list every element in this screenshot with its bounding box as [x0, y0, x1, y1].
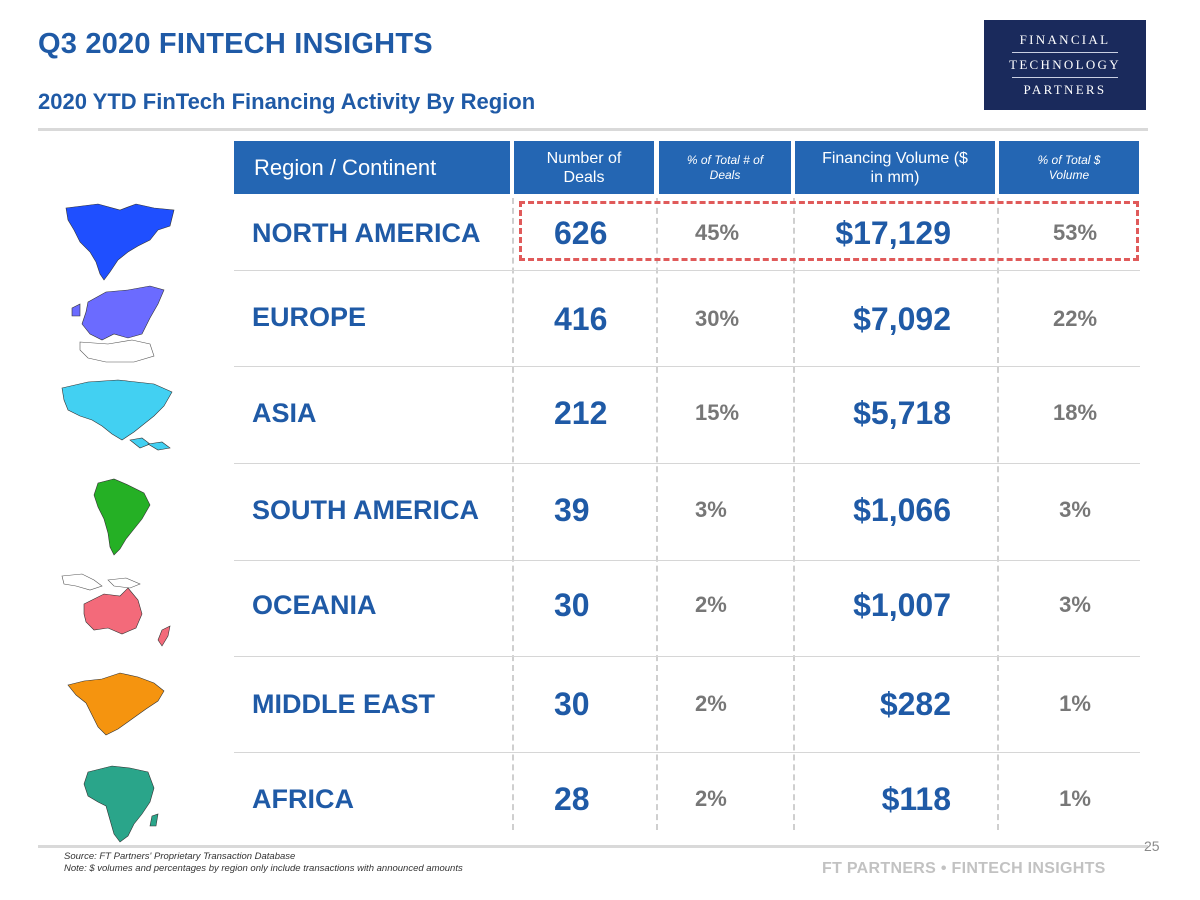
table-row: NORTH AMERICA 626 45% $17,129 53% [0, 198, 1200, 294]
logo-line-2: TECHNOLOGY [1009, 57, 1121, 72]
note-line: Note: $ volumes and percentages by regio… [64, 863, 463, 874]
logo-line-3: PARTNERS [1023, 82, 1107, 97]
pct-of-deals: 45% [695, 220, 740, 245]
financing-volume: $118 [881, 780, 951, 817]
europe-map-icon [58, 282, 178, 366]
logo-line-1: FINANCIAL [1019, 32, 1111, 47]
pct-of-volume: 22% [1052, 306, 1098, 331]
table-row: AFRICA 28 2% $118 1% [0, 764, 1200, 860]
page-title: Q3 2020 FINTECH INSIGHTS [38, 28, 433, 60]
africa-map-icon [58, 762, 178, 846]
footer-divider [38, 845, 1148, 848]
north-america-map-icon [58, 200, 178, 284]
table-row: ASIA 212 15% $5,718 18% [0, 378, 1200, 474]
financing-volume: $17,129 [835, 214, 951, 251]
asia-map-icon [58, 378, 178, 462]
pct-of-volume: 3% [1059, 592, 1091, 617]
source-note: Source: FT Partners' Proprietary Transac… [64, 851, 463, 875]
pct-of-deals: 30% [695, 306, 740, 331]
number-of-deals: 416 [554, 300, 608, 337]
row-divider [234, 366, 1140, 367]
column-divider [793, 198, 795, 830]
financing-volume: $7,092 [853, 300, 951, 337]
column-divider [512, 198, 514, 830]
column-header-pct-deals: % of Total # of Deals [659, 141, 791, 194]
ft-partners-logo: FINANCIAL TECHNOLOGY PARTNERS [984, 20, 1146, 110]
column-divider [656, 198, 658, 830]
row-divider [234, 270, 1140, 271]
financing-volume: $1,007 [853, 586, 951, 623]
page-subtitle: 2020 YTD FinTech Financing Activity By R… [38, 89, 536, 114]
pct-of-volume: 53% [1052, 220, 1098, 245]
region-name: MIDDLE EAST [252, 688, 436, 719]
pct-of-volume: 3% [1059, 497, 1091, 522]
column-header-pct-volume: % of Total $ Volume [999, 141, 1139, 194]
number-of-deals: 212 [554, 394, 608, 431]
pct-of-volume: 1% [1059, 691, 1091, 716]
financing-volume: $5,718 [853, 394, 951, 431]
table-row: OCEANIA 30 2% $1,007 3% [0, 570, 1200, 666]
region-name: ASIA [252, 397, 317, 428]
number-of-deals: 30 [554, 586, 590, 623]
column-header-region: Region / Continent [234, 141, 510, 194]
region-name: EUROPE [252, 301, 367, 332]
region-name: AFRICA [252, 783, 354, 814]
pct-of-volume: 18% [1052, 400, 1098, 425]
middle-east-map-icon [58, 669, 178, 753]
column-header-financing-volume: Financing Volume ($ in mm) [795, 141, 995, 194]
region-name: OCEANIA [252, 589, 377, 620]
pct-of-deals: 2% [695, 592, 727, 617]
logo-divider [1012, 52, 1118, 53]
table-row: EUROPE 416 30% $7,092 22% [0, 282, 1200, 378]
number-of-deals: 626 [554, 214, 608, 251]
number-of-deals: 28 [554, 780, 590, 817]
pct-of-deals: 15% [695, 400, 740, 425]
region-name: NORTH AMERICA [252, 217, 481, 248]
region-name: SOUTH AMERICA [252, 494, 479, 525]
column-header-number-of-deals: Number of Deals [514, 141, 654, 194]
oceania-map-icon [58, 570, 178, 654]
source-line: Source: FT Partners' Proprietary Transac… [64, 851, 296, 862]
row-divider [234, 463, 1140, 464]
pct-of-volume: 1% [1059, 786, 1091, 811]
logo-divider [1012, 77, 1118, 78]
south-america-map-icon [58, 475, 178, 559]
financing-volume: $1,066 [853, 491, 951, 528]
number-of-deals: 30 [554, 685, 590, 722]
row-divider [234, 656, 1140, 657]
page-number: 25 [1144, 838, 1160, 854]
financing-volume: $282 [879, 685, 951, 722]
title-divider [38, 128, 1148, 131]
row-divider [234, 560, 1140, 561]
pct-of-deals: 3% [695, 497, 727, 522]
table-row: MIDDLE EAST 30 2% $282 1% [0, 669, 1200, 765]
pct-of-deals: 2% [695, 786, 727, 811]
column-divider [997, 198, 999, 830]
number-of-deals: 39 [554, 491, 590, 528]
row-divider [234, 752, 1140, 753]
footer-brand: FT PARTNERS • FINTECH INSIGHTS [822, 860, 1106, 877]
north-america-highlight-box [519, 201, 1139, 261]
table-row: SOUTH AMERICA 39 3% $1,066 3% [0, 475, 1200, 571]
pct-of-deals: 2% [695, 691, 727, 716]
